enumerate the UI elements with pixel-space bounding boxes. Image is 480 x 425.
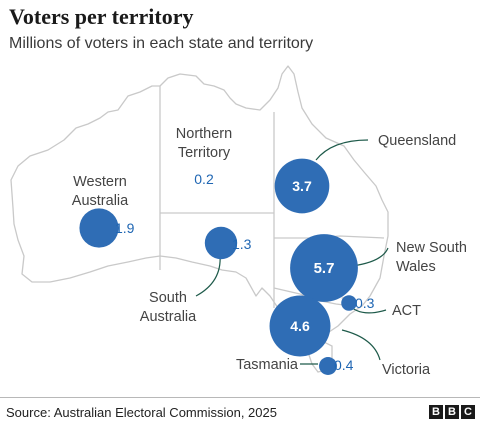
bbc-letter-c: C	[461, 405, 475, 419]
bbc-letter-b1: B	[429, 405, 443, 419]
value-western-australia: 1.9	[115, 220, 135, 236]
chart-title: Voters per territory	[9, 4, 194, 29]
bbc-logo: B B C	[429, 405, 475, 419]
bubble-vic	[269, 295, 331, 357]
value-new-south-wales: 5.7	[314, 260, 335, 277]
bubble-sa	[204, 226, 238, 260]
value-tasmania: 0.4	[334, 357, 354, 373]
source-note: Source: Australian Electoral Commission,…	[6, 405, 277, 420]
label-queensland: Queensland	[378, 133, 456, 149]
label-western-australia: Western Australia	[72, 174, 129, 209]
value-victoria: 4.6	[290, 318, 310, 334]
bubble-wa	[79, 208, 119, 248]
outside-values: 1.9 0.2 1.3 0.3 0.4	[115, 171, 375, 373]
label-victoria: Victoria	[382, 362, 431, 378]
bubble-qld	[274, 158, 330, 214]
value-queensland: 3.7	[292, 178, 312, 194]
bubble-layer	[79, 158, 358, 375]
chart-subtitle: Millions of voters in each state and ter…	[9, 35, 314, 52]
label-tasmania: Tasmania	[236, 357, 299, 373]
inside-values: 3.7 5.7 4.6	[290, 178, 334, 334]
value-act: 0.3	[355, 295, 375, 311]
label-northern-territory: Northern Territory	[176, 126, 232, 161]
leader-victoria	[341, 329, 381, 361]
bbc-letter-b2: B	[445, 405, 459, 419]
label-act: ACT	[392, 303, 421, 319]
footer-divider	[0, 397, 480, 398]
label-south-australia: South Australia	[140, 290, 197, 325]
value-south-australia: 1.3	[232, 236, 252, 252]
value-northern-territory: 0.2	[194, 171, 214, 187]
bubble-nsw	[290, 234, 358, 302]
leader-south-australia	[195, 254, 221, 297]
bubble-act	[341, 295, 357, 311]
label-new-south-wales: New South Wales	[396, 240, 467, 275]
territory-labels: Western Australia Northern Territory Queen…	[72, 126, 467, 378]
australia-map: Western Australia Northern Territory Queen…	[10, 65, 467, 378]
leader-queensland	[315, 139, 369, 161]
bubble-tas	[319, 357, 337, 375]
